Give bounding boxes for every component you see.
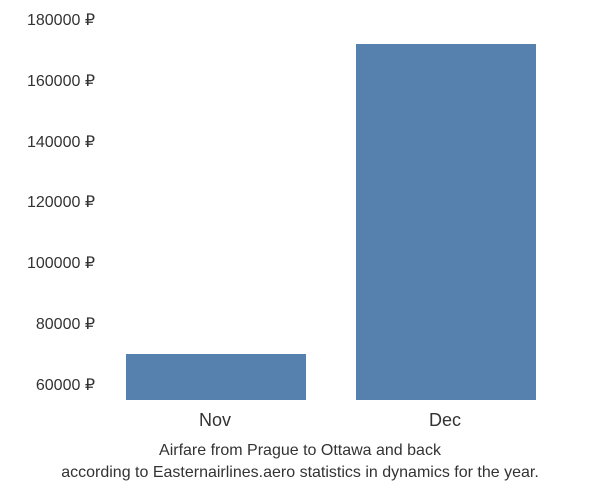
y-tick-label: 180000 ₽	[0, 10, 95, 30]
y-tick-label: 60000 ₽	[0, 375, 95, 395]
bar	[356, 44, 535, 400]
caption-line-2: according to Easternairlines.aero statis…	[61, 464, 539, 481]
y-tick-label: 100000 ₽	[0, 253, 95, 273]
y-tick-label: 120000 ₽	[0, 192, 95, 212]
airfare-bar-chart: 60000 ₽ 80000 ₽ 100000 ₽ 120000 ₽ 140000 ₽ 16…	[0, 0, 600, 500]
y-tick-label: 140000 ₽	[0, 132, 95, 152]
x-tick-label: Dec	[429, 410, 461, 431]
y-tick-label: 160000 ₽	[0, 71, 95, 91]
y-tick-label: 80000 ₽	[0, 314, 95, 334]
caption-line-1: Airfare from Prague to Ottawa and back	[159, 442, 441, 459]
bar	[126, 354, 305, 400]
x-tick-label: Nov	[199, 410, 231, 431]
plot-area	[100, 20, 561, 400]
chart-caption: Airfare from Prague to Ottawa and back a…	[0, 440, 600, 483]
